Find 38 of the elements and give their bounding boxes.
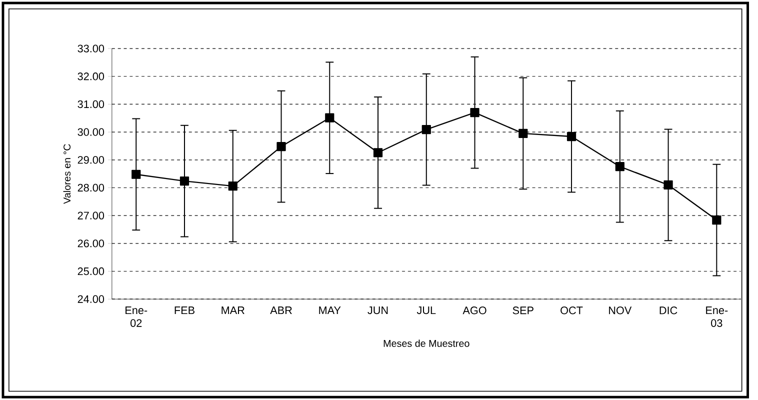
y-tick-label: 25.00 [78, 267, 104, 276]
x-tick-label: ABR [270, 306, 292, 314]
x-tick-label: FEB [174, 306, 194, 314]
x-tick-label: Ene-03 [706, 306, 728, 327]
y-tick-label: 27.00 [78, 212, 104, 220]
x-tick-label: NOV [609, 306, 632, 314]
x-tick-label: JUN [368, 306, 388, 314]
point [276, 142, 286, 152]
point [470, 108, 480, 118]
point [566, 132, 576, 142]
point [422, 124, 431, 134]
x-tick-label: DIC [660, 306, 678, 314]
y-tick-label: 31.00 [78, 100, 104, 108]
point [518, 128, 528, 138]
x-tick-label: SEP [512, 306, 534, 314]
x-tick-label: MAR [222, 306, 244, 314]
x-tick-label: AGO [462, 306, 486, 314]
x-tick-label: MAY [319, 306, 341, 314]
y-tick-label: 32.00 [78, 72, 104, 80]
y-tick-label: 28.00 [78, 184, 104, 192]
point [373, 148, 383, 158]
x-tick-label: OCT [560, 306, 583, 314]
point [664, 180, 673, 190]
point [180, 176, 190, 186]
y-tick-label: 24.00 [78, 295, 104, 303]
point [615, 162, 624, 172]
y-tick-label: 33.00 [78, 44, 104, 52]
point [228, 181, 238, 191]
y-tick-label: 29.00 [78, 156, 104, 164]
x-tick-label: JUL [416, 306, 436, 314]
y-tick-label: 30.00 [78, 128, 104, 136]
point [712, 215, 722, 225]
y-axis-title: Valores en °C [63, 144, 71, 204]
y-tick-label: 26.00 [78, 240, 104, 248]
point [325, 113, 334, 122]
x-tick-label: Ene-02 [126, 306, 148, 327]
point [132, 170, 141, 179]
x-axis-title: Meses de Muestreo [384, 340, 470, 347]
